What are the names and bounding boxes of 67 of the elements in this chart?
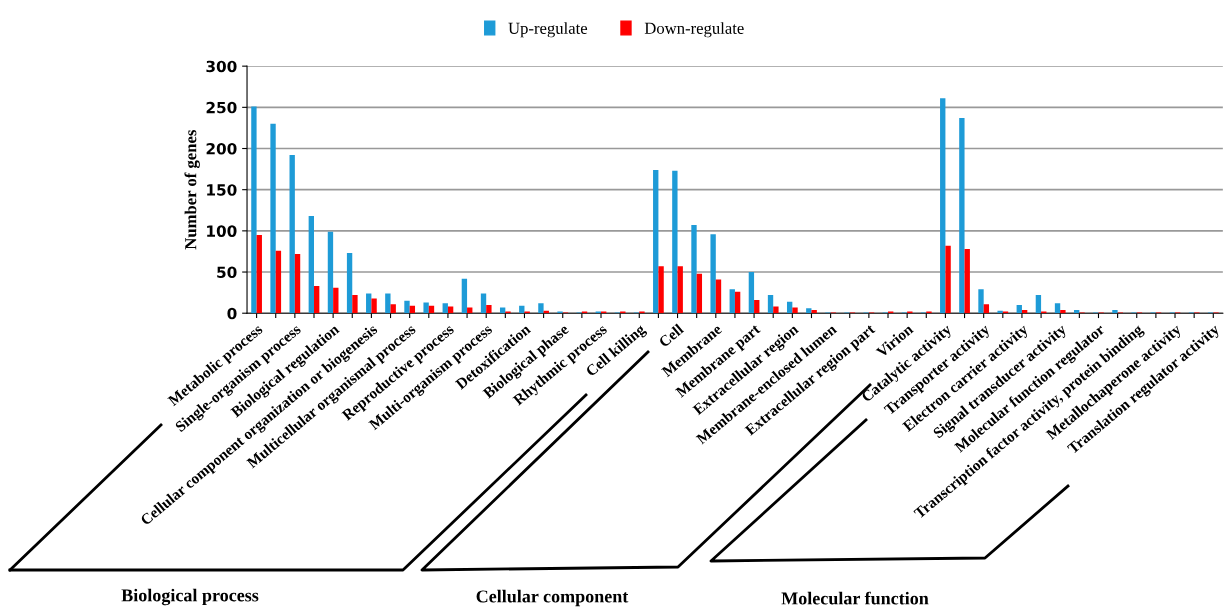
y-tick-label: 0 [227,307,237,320]
bar [346,253,353,314]
y-axis-title: Number of genes [184,130,200,250]
bar [658,266,664,314]
bar [461,278,468,314]
bar [940,98,946,314]
bar [748,272,755,314]
bar [1112,309,1118,314]
text: Molecular function [781,591,929,605]
bar [983,304,990,314]
bar [754,300,760,314]
bar [734,291,741,314]
bar [1060,309,1066,314]
bar [499,307,506,314]
text: Biological process [121,588,259,606]
bar [672,170,678,314]
bar [964,248,970,314]
y-tick-label: 100 [207,225,237,237]
bar [653,169,659,314]
bar [486,304,492,314]
bar [715,279,722,314]
bar [1035,295,1042,314]
bar [333,287,339,314]
bar [677,266,683,314]
bar [480,293,487,314]
bar [308,216,314,314]
bar [467,307,473,314]
bar [294,253,301,314]
bar [1054,303,1061,314]
bar [352,295,358,314]
y-tick-label: 300 [206,60,237,73]
bar [767,295,774,314]
bar [811,309,817,314]
y-tick-label: 200 [206,142,237,155]
bar [385,293,391,314]
y-tick-label: 250 [206,101,237,114]
bar [327,231,334,314]
bar [696,273,703,314]
bar [691,225,697,314]
bar [251,106,257,314]
bar [404,300,410,314]
bar [366,293,372,314]
bar [1016,304,1022,314]
bar [442,303,448,314]
bar [710,234,716,314]
bar [371,298,377,314]
bar [314,286,320,314]
bar [792,307,798,314]
bar [729,289,735,314]
bar [959,118,965,314]
bar [275,250,282,314]
bar [538,303,544,314]
bar [423,302,429,314]
legend-label: Down-regulate [644,22,744,38]
bar [773,306,779,314]
bar [390,304,396,314]
text: Cellular component [476,589,629,607]
bar [289,155,295,314]
y-tick-label: 50 [217,266,237,279]
bar [806,308,812,314]
y-tick-label: 150 [207,184,237,196]
bar [945,245,951,314]
bar [270,123,276,314]
bar [978,289,984,314]
legend-label: Up-regulate [508,22,588,38]
bar [997,310,1003,314]
bar [256,234,262,314]
